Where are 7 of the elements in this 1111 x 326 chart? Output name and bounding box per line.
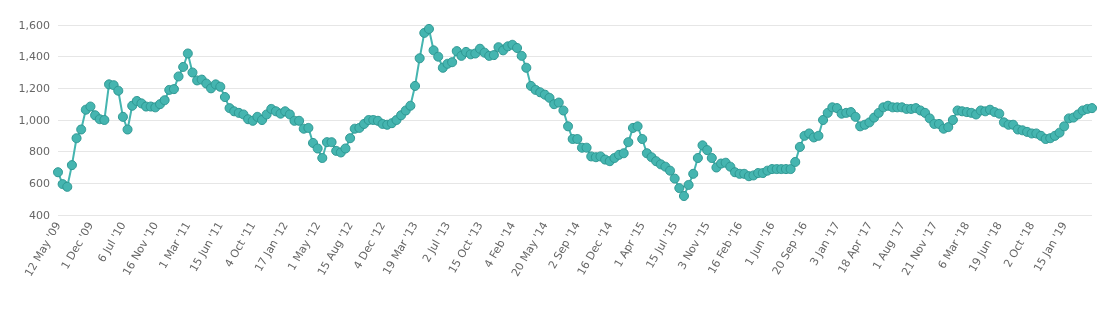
y-tick-label: 400 [29, 208, 50, 222]
y-tick-label: 800 [29, 145, 50, 159]
y-tick-label: 600 [29, 176, 50, 190]
y-tick-label: 1,400 [18, 50, 50, 64]
y-tick-label: 1,000 [18, 113, 50, 127]
y-tick-label: 1,200 [18, 81, 50, 95]
y-tick-label: 1,600 [18, 18, 50, 32]
